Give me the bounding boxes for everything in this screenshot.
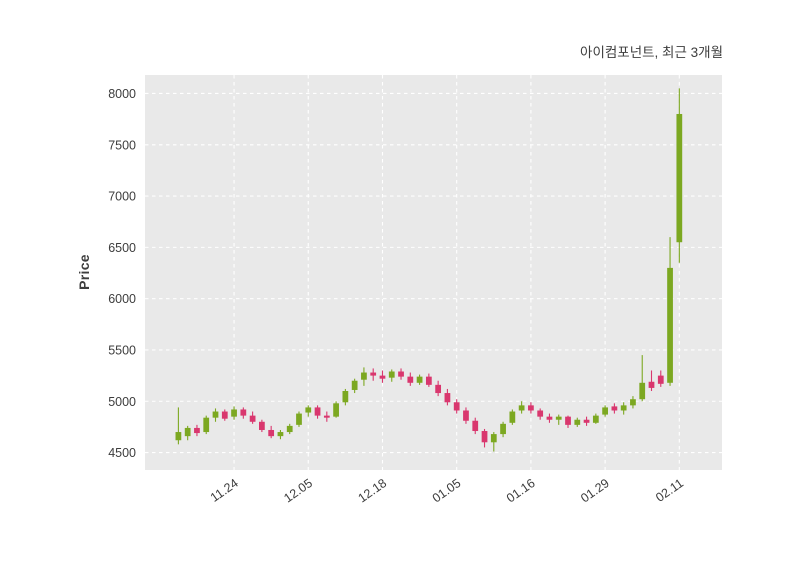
candle-body <box>528 405 534 411</box>
candle-body <box>231 409 237 417</box>
candle-body <box>444 393 451 403</box>
candle-body <box>425 376 432 385</box>
candle-body <box>212 411 219 418</box>
candle-body <box>240 409 247 416</box>
candle-body <box>453 402 460 411</box>
candle-body <box>342 391 349 403</box>
y-tick-label: 8000 <box>108 87 136 101</box>
candle-body <box>518 405 525 411</box>
candle-body <box>407 376 414 383</box>
candle-body <box>333 403 339 417</box>
candle-body <box>463 410 469 421</box>
x-tick-label: 11.24 <box>208 476 241 505</box>
candle-body <box>667 267 673 383</box>
candle-body <box>361 372 367 380</box>
candle-body <box>416 376 423 383</box>
candle-body <box>388 371 395 378</box>
candle-body <box>370 372 377 376</box>
y-tick-label: 7500 <box>108 138 136 152</box>
x-tick-label: 01.05 <box>430 476 464 505</box>
candle-body <box>620 405 627 411</box>
candle-body <box>296 413 302 425</box>
candle-body <box>351 380 358 390</box>
candle-body <box>249 415 256 422</box>
candle-body <box>565 416 571 425</box>
candle-body <box>259 421 265 430</box>
candle-body <box>398 371 404 377</box>
candle-body <box>509 411 516 423</box>
candle-body <box>657 375 664 384</box>
candle-body <box>175 432 182 441</box>
x-tick-label: 12.05 <box>281 476 315 505</box>
candle-body <box>630 399 636 406</box>
candle-body <box>203 417 210 433</box>
candle-body <box>194 427 200 434</box>
y-tick-label: 5500 <box>108 343 136 357</box>
candle-body <box>305 407 312 413</box>
candle-body <box>611 406 618 411</box>
candle-body <box>221 411 228 419</box>
candle-body <box>268 429 275 437</box>
candle-body <box>500 423 506 435</box>
y-tick-label: 7000 <box>108 190 136 204</box>
candle-body <box>537 410 544 417</box>
x-tick-label: 12.18 <box>356 476 390 505</box>
candle-body <box>286 425 293 433</box>
candle-body <box>472 420 479 432</box>
x-tick-label: 01.29 <box>578 476 612 505</box>
y-tick-label: 5000 <box>108 395 136 409</box>
candle-body <box>184 427 191 437</box>
candle-body <box>435 384 442 394</box>
candle-body <box>314 407 321 416</box>
candle-body <box>583 419 590 423</box>
candle-body <box>639 382 646 400</box>
x-tick-label: 02.11 <box>653 476 686 505</box>
x-tick-label: 01.16 <box>504 476 538 505</box>
y-tick-label: 6000 <box>108 292 136 306</box>
y-tick-label: 6500 <box>108 241 136 255</box>
candle-body <box>592 415 599 423</box>
chart-title: 아이컴포넌트, 최근 3개월 <box>580 45 723 60</box>
y-tick-label: 4500 <box>108 446 136 460</box>
candle-body <box>277 432 284 437</box>
candle-body <box>676 113 683 243</box>
candle-body <box>481 431 488 443</box>
plot-background <box>145 75 722 470</box>
candle-body <box>546 416 553 420</box>
candle-body <box>323 415 330 418</box>
candle-body <box>555 416 562 420</box>
candle-body <box>379 375 386 379</box>
candle-body <box>574 419 581 425</box>
candle-body <box>490 434 497 443</box>
candle-body <box>602 407 608 415</box>
candle-body <box>648 381 655 388</box>
